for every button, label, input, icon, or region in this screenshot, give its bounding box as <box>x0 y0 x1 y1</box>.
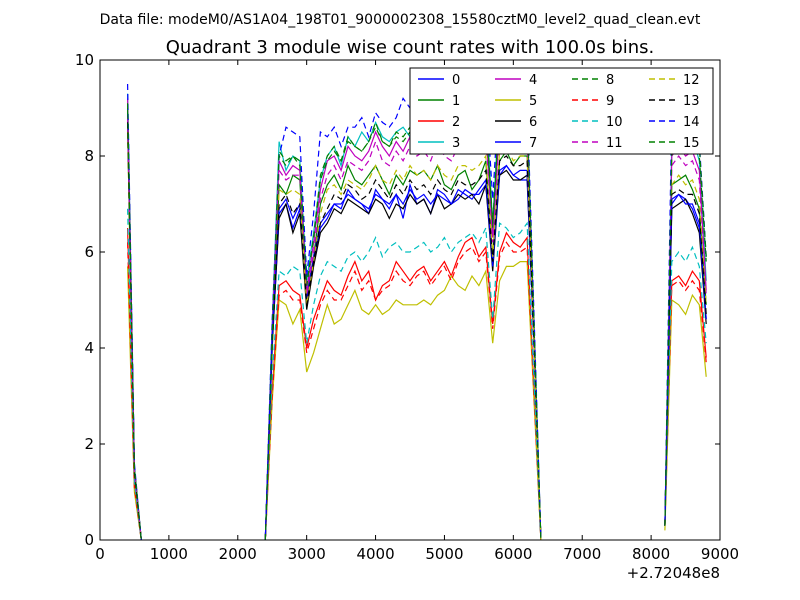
y-tick-label: 6 <box>84 243 94 261</box>
x-tick-label: 5000 <box>425 545 463 563</box>
series-9-line <box>664 279 707 526</box>
x-tick-label: 4000 <box>356 545 394 563</box>
x-tick-label: 8000 <box>632 545 670 563</box>
x-tick-label: 9000 <box>701 545 739 563</box>
x-tick-label: 7000 <box>563 545 601 563</box>
series-13-line <box>664 188 707 526</box>
legend-label-0: 0 <box>452 73 460 88</box>
legend-label-2: 2 <box>452 115 460 130</box>
y-tick-label: 8 <box>84 147 94 165</box>
series-11-line <box>264 126 542 541</box>
chart-title: Quadrant 3 module wise count rates with … <box>166 37 655 58</box>
legend-label-5: 5 <box>529 94 537 109</box>
series-4-line <box>664 145 707 526</box>
legend-label-13: 13 <box>683 94 700 109</box>
legend-label-8: 8 <box>606 73 614 88</box>
x-tick-label: 6000 <box>494 545 532 563</box>
legend-box <box>409 67 714 155</box>
legend-label-14: 14 <box>683 115 700 130</box>
axes: 0 1000 2000 3000 4000 5000 6000 7000 8000 9000 0 2 4… <box>75 51 739 563</box>
legend-label-9: 9 <box>606 94 614 109</box>
x-tick-label: 2000 <box>219 545 257 563</box>
series-5-line <box>264 261 542 541</box>
series-15-line <box>127 103 142 541</box>
series-13-line <box>264 155 542 541</box>
legend-label-6: 6 <box>529 115 537 130</box>
series-14-line <box>264 82 542 541</box>
x-tick-label: 1000 <box>150 545 188 563</box>
legend-label-1: 1 <box>452 94 460 109</box>
x-tick-label: 0 <box>95 545 105 563</box>
legend-label-12: 12 <box>683 73 700 88</box>
legend-label-11: 11 <box>606 136 623 151</box>
series-7-line <box>664 193 707 526</box>
legend-label-10: 10 <box>606 115 623 130</box>
plot-frame <box>99 59 721 541</box>
legend-label-7: 7 <box>529 136 537 151</box>
x-tick-label: 3000 <box>288 545 326 563</box>
series-10-line <box>664 245 707 526</box>
legend-label-3: 3 <box>452 136 460 151</box>
legend-label-15: 15 <box>683 136 700 151</box>
x-offset-label: +2.72048e8 <box>627 564 720 582</box>
y-tick-label: 4 <box>84 339 94 357</box>
series-15-line <box>264 102 542 541</box>
y-tick-label: 0 <box>84 531 94 549</box>
y-tick-label: 2 <box>84 435 94 453</box>
series-9-line <box>264 241 542 541</box>
y-tick-label: 10 <box>75 51 94 69</box>
legend-label-4: 4 <box>529 73 537 88</box>
series-12-line <box>664 174 707 526</box>
chart-suptitle: Data file: modeM0/AS1A04_198T01_90000023… <box>100 12 701 28</box>
